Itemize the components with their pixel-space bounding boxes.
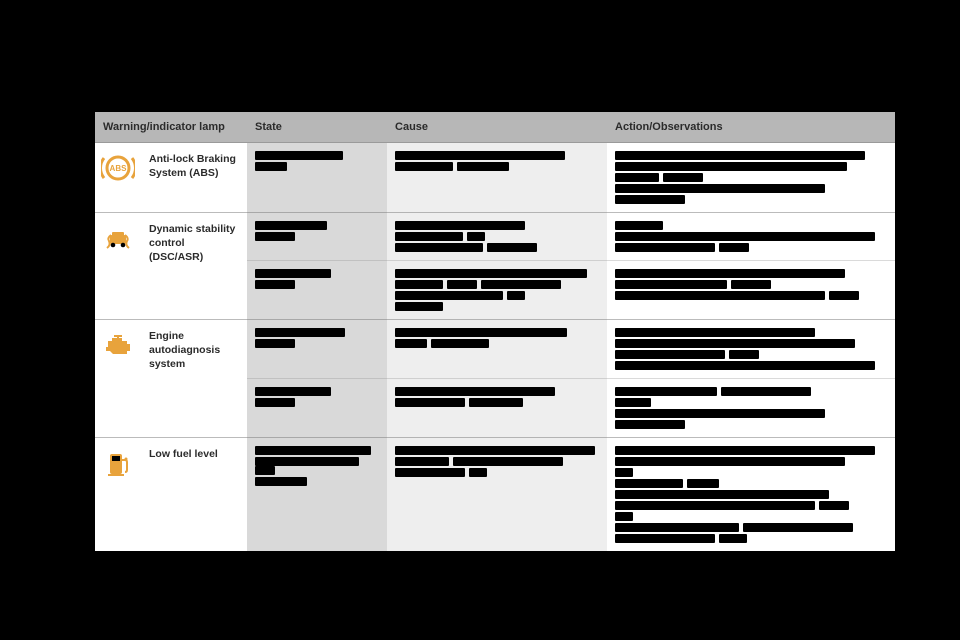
col-state: State: [247, 112, 387, 143]
action-cell: [607, 143, 895, 213]
lamp-name: Low fuel level: [141, 438, 247, 552]
engine-icon: [101, 328, 135, 362]
cause-cell: [387, 213, 607, 261]
action-cell: [607, 261, 895, 320]
col-lamp: Warning/indicator lamp: [95, 112, 247, 143]
state-cell: [247, 320, 387, 379]
state-cell: [247, 438, 387, 552]
lamp-name: Dynamic stability control (DSC/ASR): [141, 213, 247, 320]
dsc-icon: [101, 221, 135, 255]
lamp-icon: [95, 438, 141, 552]
col-cause: Cause: [387, 112, 607, 143]
lamp-name: Anti-lock Braking System (ABS): [141, 143, 247, 213]
state-cell: [247, 379, 387, 438]
warning-table: Warning/indicator lamp State Cause Actio…: [95, 112, 895, 551]
cause-cell: [387, 379, 607, 438]
warning-table-wrap: Warning/indicator lamp State Cause Actio…: [95, 112, 895, 551]
col-action: Action/Observations: [607, 112, 895, 143]
lamp-name: Engine autodiagnosis system: [141, 320, 247, 438]
lamp-icon: [95, 213, 141, 320]
action-cell: [607, 379, 895, 438]
page-root: Warning/indicator lamp State Cause Actio…: [0, 0, 960, 640]
abs-icon: ABS: [101, 151, 135, 185]
table-body: ABS Anti-lock Braking System (ABS) Dynami…: [95, 143, 895, 552]
state-cell: [247, 261, 387, 320]
cause-cell: [387, 320, 607, 379]
state-cell: [247, 213, 387, 261]
lamp-icon: ABS: [95, 143, 141, 213]
action-cell: [607, 213, 895, 261]
state-cell: [247, 143, 387, 213]
svg-text:ABS: ABS: [110, 164, 128, 173]
cause-cell: [387, 261, 607, 320]
cause-cell: [387, 438, 607, 552]
table-head: Warning/indicator lamp State Cause Actio…: [95, 112, 895, 143]
fuel-icon: [101, 446, 135, 480]
action-cell: [607, 320, 895, 379]
action-cell: [607, 438, 895, 552]
lamp-icon: [95, 320, 141, 438]
cause-cell: [387, 143, 607, 213]
